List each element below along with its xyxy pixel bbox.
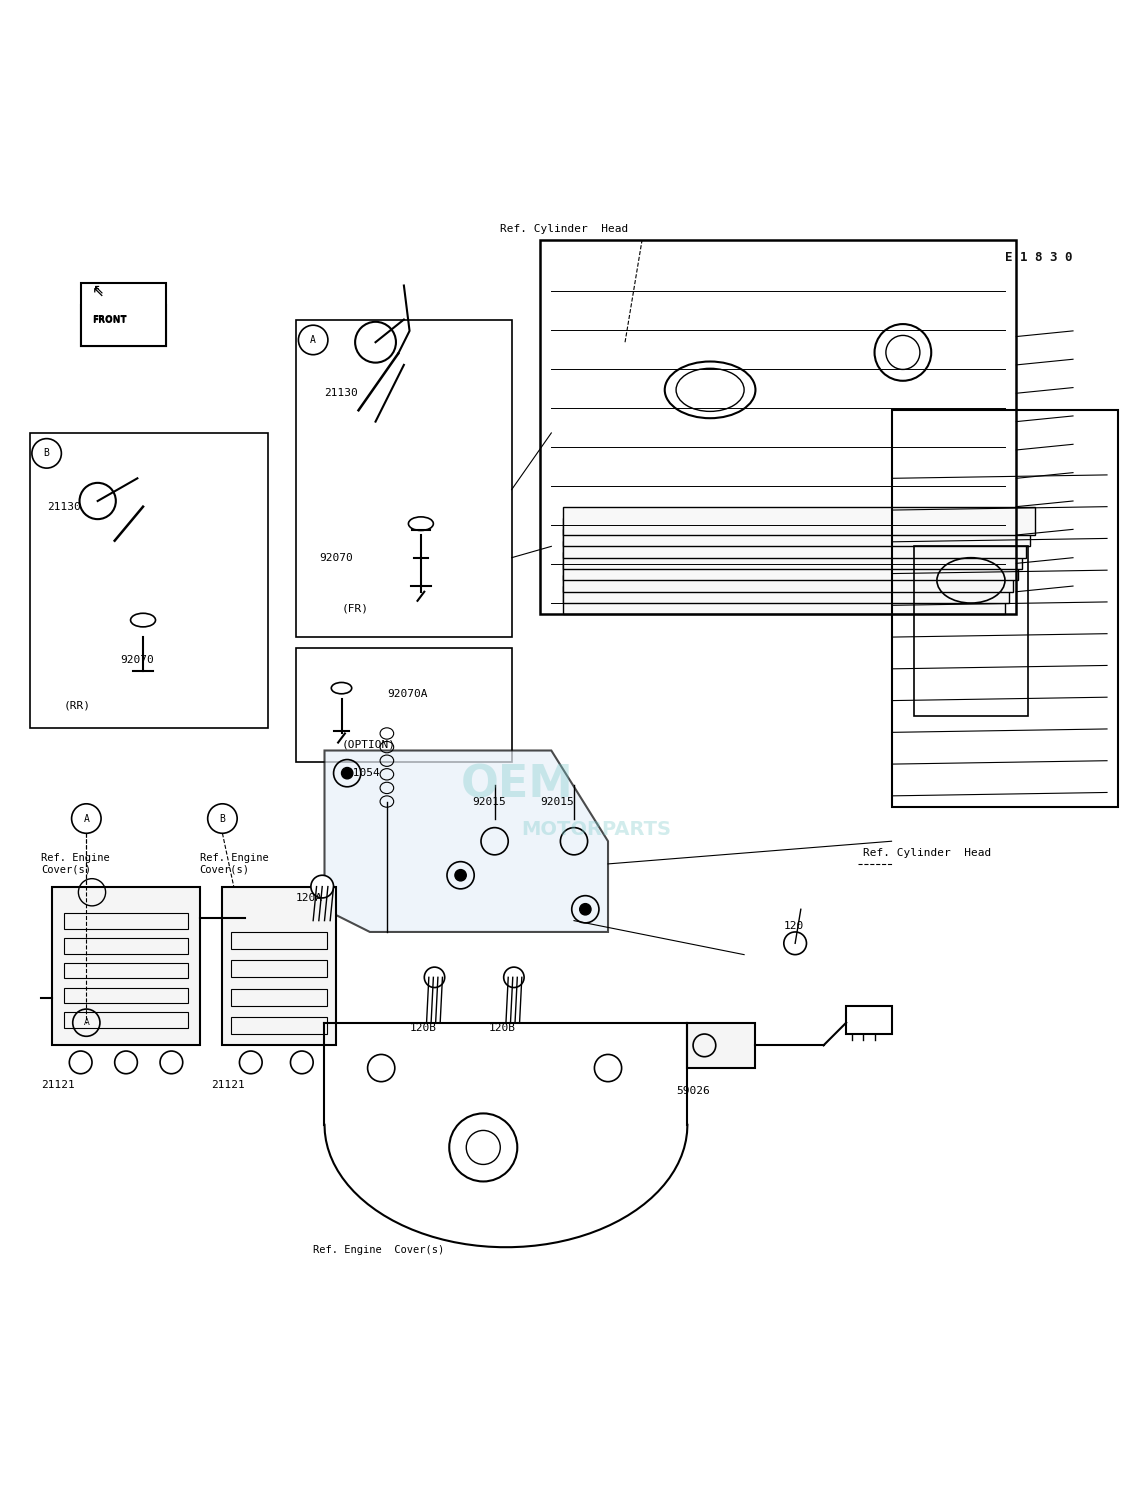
- Text: 21121: 21121: [211, 1081, 245, 1090]
- Bar: [846, 1006, 892, 1034]
- Text: OEM: OEM: [460, 763, 574, 806]
- Ellipse shape: [131, 614, 155, 627]
- Circle shape: [455, 869, 466, 881]
- Text: 92015: 92015: [540, 797, 574, 806]
- Bar: [563, 530, 1026, 558]
- Bar: [223, 887, 336, 1045]
- Text: 92070: 92070: [121, 654, 154, 665]
- Text: FRONT: FRONT: [92, 315, 126, 324]
- Text: A: A: [84, 814, 90, 824]
- Text: 11054: 11054: [347, 769, 381, 778]
- Bar: [892, 410, 1118, 808]
- Bar: [63, 1013, 188, 1028]
- Text: (RR): (RR): [63, 699, 91, 710]
- Circle shape: [32, 438, 61, 468]
- Bar: [563, 552, 1018, 581]
- Ellipse shape: [409, 516, 434, 530]
- Bar: [563, 507, 1034, 534]
- Polygon shape: [325, 750, 608, 932]
- Circle shape: [425, 967, 444, 988]
- Bar: [563, 563, 1014, 591]
- Text: (OPTION): (OPTION): [341, 740, 396, 750]
- Text: MOTORPARTS: MOTORPARTS: [521, 821, 672, 839]
- Bar: [232, 989, 327, 1006]
- Bar: [540, 240, 1016, 614]
- Text: Ref. Engine
Cover(s): Ref. Engine Cover(s): [200, 853, 269, 875]
- Bar: [563, 575, 1009, 603]
- Text: 92070A: 92070A: [387, 689, 427, 699]
- Bar: [232, 1018, 327, 1034]
- Text: 21130: 21130: [325, 389, 358, 398]
- Text: 92070: 92070: [319, 552, 352, 563]
- Bar: [80, 305, 165, 345]
- Text: E 1 8 3 0: E 1 8 3 0: [1004, 251, 1072, 264]
- Text: A: A: [310, 335, 316, 345]
- Circle shape: [298, 326, 328, 354]
- Text: Ref. Engine
Cover(s): Ref. Engine Cover(s): [41, 853, 110, 875]
- Circle shape: [504, 967, 525, 988]
- Text: FRONT: FRONT: [92, 315, 126, 324]
- Text: 120: 120: [784, 922, 804, 931]
- Text: (FR): (FR): [341, 603, 369, 614]
- Text: 92015: 92015: [472, 797, 505, 806]
- Text: 59026: 59026: [676, 1085, 709, 1096]
- Bar: [63, 988, 188, 1003]
- Text: ↖: ↖: [92, 285, 104, 300]
- Bar: [63, 938, 188, 953]
- Text: B: B: [44, 449, 49, 458]
- Bar: [30, 432, 267, 728]
- Ellipse shape: [332, 683, 351, 693]
- Bar: [63, 913, 188, 929]
- Text: Ref. Engine  Cover(s): Ref. Engine Cover(s): [313, 1244, 444, 1255]
- Bar: [563, 540, 1022, 569]
- Text: B: B: [219, 814, 225, 824]
- Bar: [53, 887, 200, 1045]
- Text: Ref. Cylinder  Head: Ref. Cylinder Head: [863, 848, 992, 857]
- Circle shape: [341, 767, 352, 779]
- Text: ↖: ↖: [92, 282, 103, 297]
- Bar: [63, 962, 188, 979]
- Text: 21130: 21130: [47, 501, 80, 512]
- Text: 120B: 120B: [410, 1024, 436, 1033]
- Circle shape: [355, 321, 396, 363]
- Bar: [563, 518, 1031, 546]
- Bar: [80, 284, 165, 345]
- Bar: [563, 585, 1004, 614]
- Text: Ref. Cylinder  Head: Ref. Cylinder Head: [501, 224, 629, 234]
- Circle shape: [580, 904, 591, 916]
- Bar: [232, 932, 327, 949]
- Bar: [914, 546, 1027, 716]
- Bar: [688, 1022, 755, 1069]
- Text: 120B: 120B: [489, 1024, 515, 1033]
- Bar: [232, 961, 327, 977]
- Text: A: A: [84, 1018, 90, 1027]
- Text: 120A: 120A: [296, 893, 323, 904]
- Circle shape: [79, 483, 116, 519]
- Bar: [296, 320, 512, 636]
- Bar: [296, 648, 512, 763]
- Circle shape: [311, 875, 334, 898]
- Text: 21121: 21121: [41, 1081, 75, 1090]
